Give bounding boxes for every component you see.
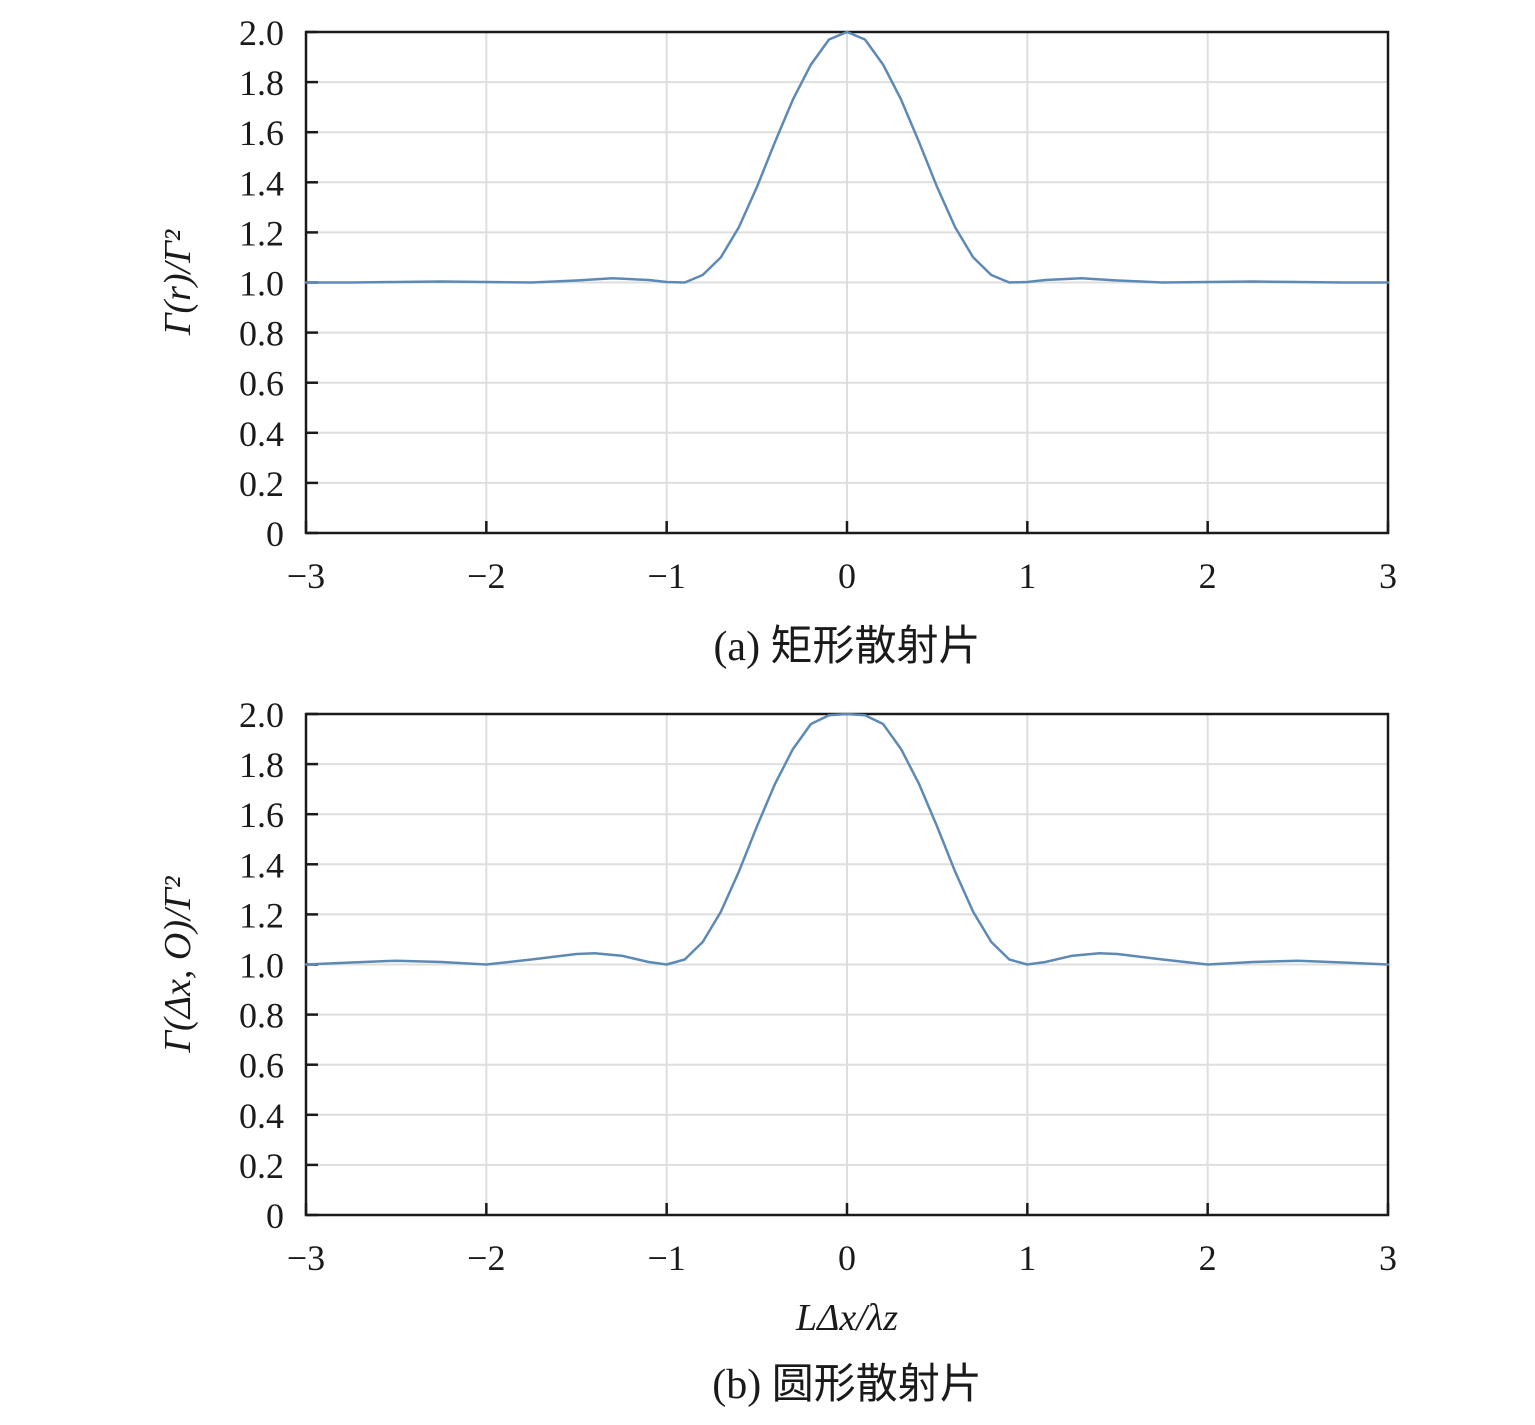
y-tick-label: 1.6 — [239, 795, 284, 835]
y-tick-label: 1.8 — [239, 63, 284, 103]
y-tick-label: 1.0 — [239, 264, 284, 304]
y-tick-label: 0.8 — [239, 314, 284, 354]
x-tick-label: −2 — [467, 556, 505, 596]
y-tick-label: 0 — [266, 514, 284, 554]
y-tick-label: 1.2 — [239, 213, 284, 253]
x-tick-label: 2 — [1199, 556, 1217, 596]
y-tick-label: 0.2 — [239, 1146, 284, 1186]
series-line — [304, 712, 1390, 966]
x-tick-label: −2 — [467, 1238, 505, 1278]
y-axis-label: Γ(Δx, O)/Γ² — [157, 876, 199, 1054]
y-tick-label: 1.4 — [239, 845, 284, 885]
y-tick-label: 0.4 — [239, 414, 284, 454]
x-tick-label: 1 — [1018, 1238, 1036, 1278]
y-tick-label: 2.0 — [239, 13, 284, 53]
y-tick-label: 1.2 — [239, 895, 284, 935]
x-tick-label: 0 — [838, 1238, 856, 1278]
y-tick-label: 0.2 — [239, 464, 284, 504]
chart-panel-b: −3 −2 −1 0 1 2 3 0 0.2 0.4 0.6 0.8 1.0 1.2 1.4 1.6 1.8 2.… — [157, 695, 1397, 1408]
x-tick-label: 3 — [1379, 556, 1397, 596]
chart-caption: (b) 圆形散射片 — [712, 1362, 981, 1408]
y-tick-label: 1.8 — [239, 745, 284, 785]
y-tick-label: 0.6 — [239, 1046, 284, 1086]
x-tick-label: −1 — [648, 556, 686, 596]
y-tick-label: 1.0 — [239, 946, 284, 986]
y-tick-label: 0.6 — [239, 364, 284, 404]
y-tick-label: 1.4 — [239, 163, 284, 203]
x-tick-label: 2 — [1199, 1238, 1217, 1278]
y-tick-label: 2.0 — [239, 695, 284, 735]
x-tick-label: −1 — [648, 1238, 686, 1278]
series-line — [304, 30, 1390, 284]
chart-caption: (a) 矩形散射片 — [713, 624, 980, 670]
y-axis-label: Γ(r)/Γ² — [157, 229, 199, 336]
y-tick-label: 0.4 — [239, 1096, 284, 1136]
y-tick-label: 0 — [266, 1196, 284, 1236]
y-tick-label: 0.8 — [239, 996, 284, 1036]
x-tick-label: 0 — [838, 556, 856, 596]
x-tick-label: −3 — [287, 556, 325, 596]
x-tick-label: 3 — [1379, 1238, 1397, 1278]
x-tick-label: −3 — [287, 1238, 325, 1278]
y-tick-label: 1.6 — [239, 113, 284, 153]
x-axis-label: LΔx/λz — [795, 1297, 898, 1339]
x-tick-label: 1 — [1018, 556, 1036, 596]
chart-panel-a: −3 −2 −1 0 1 2 3 0 0.2 0.4 0.6 0.8 1.0 1.2 1.4 1.6 1.8 2.… — [157, 13, 1397, 670]
